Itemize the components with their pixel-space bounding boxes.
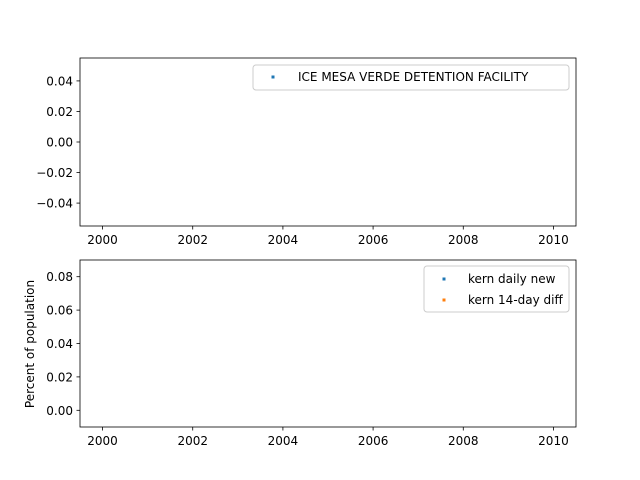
bottom-x-tick-label-3: 2006 [358, 434, 389, 448]
top-x-tick-label-2: 2004 [268, 233, 299, 247]
top-x-axis: 2000 2002 2004 2006 2008 2010 [87, 226, 569, 247]
top-x-tick-label-5: 2010 [538, 233, 569, 247]
top-x-tick-label-0: 2000 [87, 233, 118, 247]
top-y-tick-label-1: 0.02 [46, 105, 73, 119]
top-x-tick-label-1: 2002 [177, 233, 208, 247]
bottom-y-tick-label-3: 0.02 [46, 370, 73, 384]
bottom-x-tick-label-1: 2002 [177, 434, 208, 448]
top-y-tick-label-0: 0.04 [46, 74, 73, 88]
top-legend-label-0: ICE MESA VERDE DETENTION FACILITY [298, 70, 529, 84]
bottom-subplot: 2000 2002 2004 2006 2008 2010 0.080.060.040.0… [23, 259, 577, 448]
bottom-legend-box [423, 265, 570, 313]
bottom-legend-label-0: kern daily new [468, 272, 556, 286]
top-legend-box [252, 64, 570, 91]
top-y-axis: 0.04 0.02 0.00 −0.02 −0.04 [36, 74, 80, 211]
bottom-y-tick-label-0: 0.08 [46, 270, 73, 284]
top-x-tick-label-3: 2006 [358, 233, 389, 247]
bottom-y-tick-label-4: 0.00 [46, 404, 73, 418]
bottom-y-tick-label-1: 0.06 [46, 304, 73, 318]
bottom-y-axis-label: Percent of population [23, 280, 37, 408]
top-legend-marker-0 [271, 75, 275, 79]
top-y-tick-label-2: 0.00 [46, 136, 73, 150]
bottom-legend-label-1: kern 14-day diff [468, 293, 563, 307]
bottom-y-axis: 0.08 0.06 0.04 0.02 0.00 [46, 270, 80, 418]
top-legend: ICE MESA VERDE DETENTION FACILITY [252, 64, 570, 91]
bottom-x-tick-label-2: 2004 [268, 434, 299, 448]
bottom-legend: kern daily new kern 14-day diff [423, 265, 570, 313]
bottom-legend-marker-0 [442, 277, 446, 281]
bottom-x-tick-label-4: 2008 [448, 434, 479, 448]
top-y-tick-label-4: −0.04 [36, 197, 73, 211]
top-subplot: 2000 2002 2004 2006 2008 2010 0.04 0.02 0.00 −0.… [36, 57, 577, 247]
bottom-x-tick-label-0: 2000 [87, 434, 118, 448]
bottom-x-tick-label-5: 2010 [538, 434, 569, 448]
top-y-tick-label-3: −0.02 [36, 166, 73, 180]
bottom-x-axis: 2000 2002 2004 2006 2008 2010 [87, 427, 569, 448]
top-x-tick-label-4: 2008 [448, 233, 479, 247]
bottom-legend-marker-1 [442, 298, 446, 302]
bottom-y-tick-label-2: 0.04 [46, 337, 73, 351]
